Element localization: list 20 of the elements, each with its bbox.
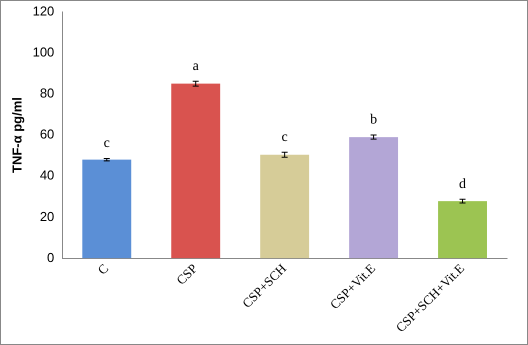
bar xyxy=(349,137,398,258)
y-tick-label: 100 xyxy=(32,44,54,60)
x-tick-label: CSP xyxy=(173,260,200,288)
bar xyxy=(438,201,487,258)
y-tick-label: 0 xyxy=(47,250,54,265)
annotation: d xyxy=(459,176,466,192)
y-axis-title: TNF-α pg/ml xyxy=(9,97,24,173)
x-tick-label: C xyxy=(94,260,112,278)
bar xyxy=(171,84,220,258)
y-tick-label: 60 xyxy=(40,126,54,142)
bar xyxy=(260,154,310,258)
annotation: a xyxy=(192,58,200,74)
bar xyxy=(82,160,132,258)
annotation: c xyxy=(104,136,110,152)
annotation: b xyxy=(370,112,378,128)
annotation: c xyxy=(282,130,288,145)
y-tick-label: 80 xyxy=(40,86,54,101)
y-tick-label: 40 xyxy=(40,168,54,183)
y-tick-label: 20 xyxy=(40,208,54,224)
y-tick-label: 120 xyxy=(32,3,54,18)
